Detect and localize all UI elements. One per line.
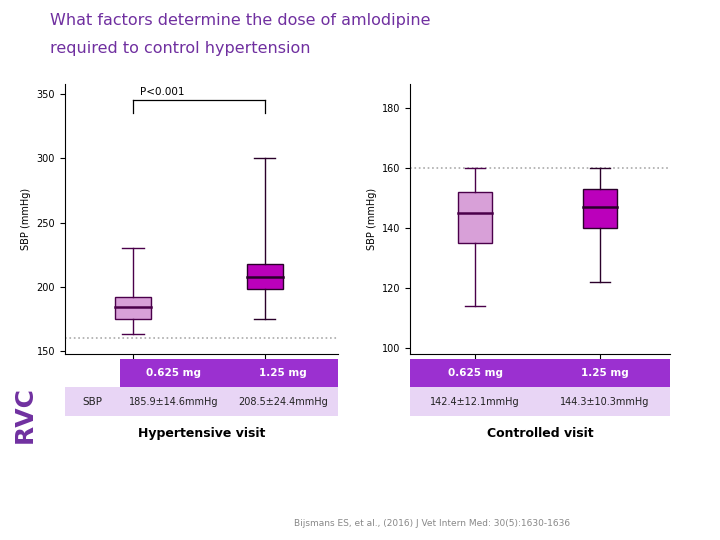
Text: P<0.001: P<0.001 — [140, 86, 184, 97]
Bar — [228, 359, 338, 388]
Text: Bijsmans ES, et al., (2016) J Vet Intern Med: 30(5):1630-1636: Bijsmans ES, et al., (2016) J Vet Intern… — [294, 519, 570, 528]
Bar — [540, 359, 670, 388]
Bar — [458, 192, 492, 242]
Text: 185.9±14.6mmHg: 185.9±14.6mmHg — [129, 396, 218, 407]
Bar — [247, 264, 283, 289]
Text: 144.3±10.3mmHg: 144.3±10.3mmHg — [560, 396, 649, 407]
Text: RVC: RVC — [13, 386, 37, 443]
Text: required to control hypertension: required to control hypertension — [50, 40, 311, 56]
Bar — [410, 388, 540, 416]
Y-axis label: SBP (mmHg): SBP (mmHg) — [21, 187, 31, 250]
Bar — [120, 359, 228, 388]
Text: 0.625 mg: 0.625 mg — [448, 368, 503, 379]
Bar — [540, 388, 670, 416]
Text: 1.25 mg: 1.25 mg — [581, 368, 629, 379]
Bar — [228, 388, 338, 416]
Text: Hypertensive visit: Hypertensive visit — [138, 427, 265, 440]
Text: SBP: SBP — [82, 396, 102, 407]
Text: 142.4±12.1mmHg: 142.4±12.1mmHg — [431, 396, 520, 407]
Text: 1.25 mg: 1.25 mg — [259, 368, 307, 379]
Bar — [583, 188, 617, 228]
Text: What factors determine the dose of amlodipine: What factors determine the dose of amlod… — [50, 14, 431, 29]
Y-axis label: SBP (mmHg): SBP (mmHg) — [366, 187, 377, 250]
Bar — [115, 297, 151, 319]
Bar — [120, 388, 228, 416]
Text: Controlled visit: Controlled visit — [487, 427, 593, 440]
Text: 0.625 mg: 0.625 mg — [146, 368, 201, 379]
Text: 208.5±24.4mmHg: 208.5±24.4mmHg — [238, 396, 328, 407]
Bar — [410, 359, 540, 388]
Bar — [65, 388, 120, 416]
